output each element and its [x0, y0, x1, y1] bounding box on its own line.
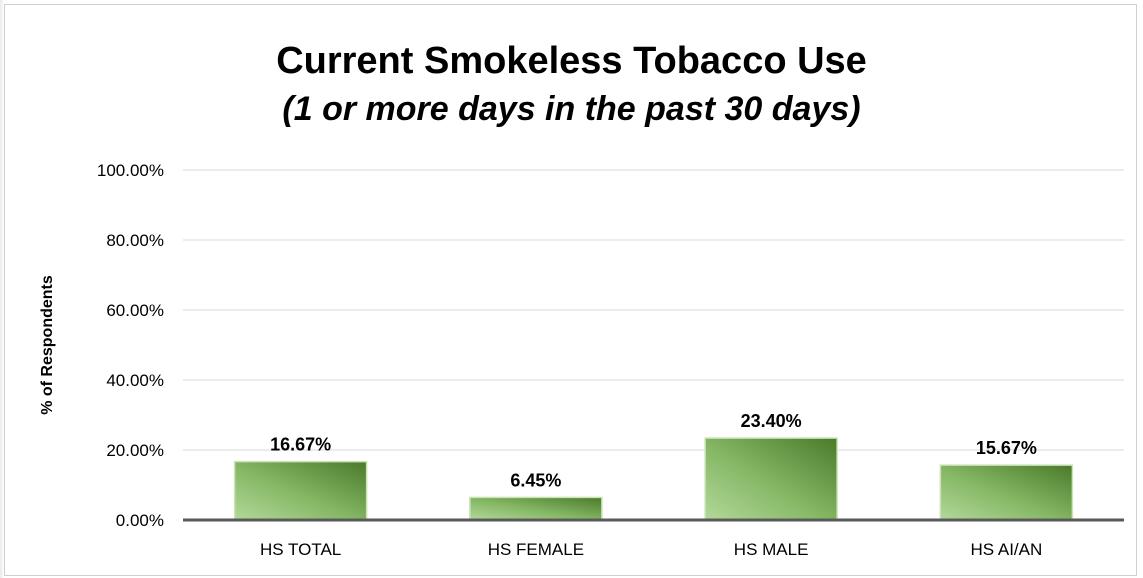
- x-tick-label: HS AI/AN: [970, 540, 1042, 559]
- x-tick-label: HS MALE: [734, 540, 809, 559]
- bar: [469, 496, 603, 521]
- x-tick-label: HS FEMALE: [488, 540, 584, 559]
- x-tick-label: HS TOTAL: [260, 540, 341, 559]
- labels: 0.00% 20.00% 40.00% 60.00% 80.00% 100.00% 16.6…: [97, 161, 1042, 559]
- chart-title: Current Smokeless Tobacco Use: [276, 40, 867, 82]
- bar: [233, 460, 368, 521]
- data-label: 15.67%: [976, 438, 1037, 458]
- y-tick-label: 80.00%: [106, 231, 164, 250]
- data-label: 23.40%: [741, 411, 802, 431]
- bar: [704, 437, 838, 521]
- chart-frame-shadow: [0, 0, 4, 578]
- data-label: 16.67%: [270, 435, 331, 455]
- chart-subtitle: (1 or more days in the past 30 days): [282, 90, 861, 128]
- y-axis-label: % of Respondents: [39, 275, 56, 415]
- bar: [939, 464, 1074, 521]
- y-tick-label: 0.00%: [116, 511, 164, 530]
- data-label: 6.45%: [510, 470, 561, 490]
- y-tick-label: 40.00%: [106, 371, 164, 390]
- y-tick-label: 20.00%: [106, 441, 164, 460]
- gridlines: [183, 169, 1124, 451]
- y-tick-label: 60.00%: [106, 301, 164, 320]
- y-tick-label: 100.00%: [97, 161, 164, 180]
